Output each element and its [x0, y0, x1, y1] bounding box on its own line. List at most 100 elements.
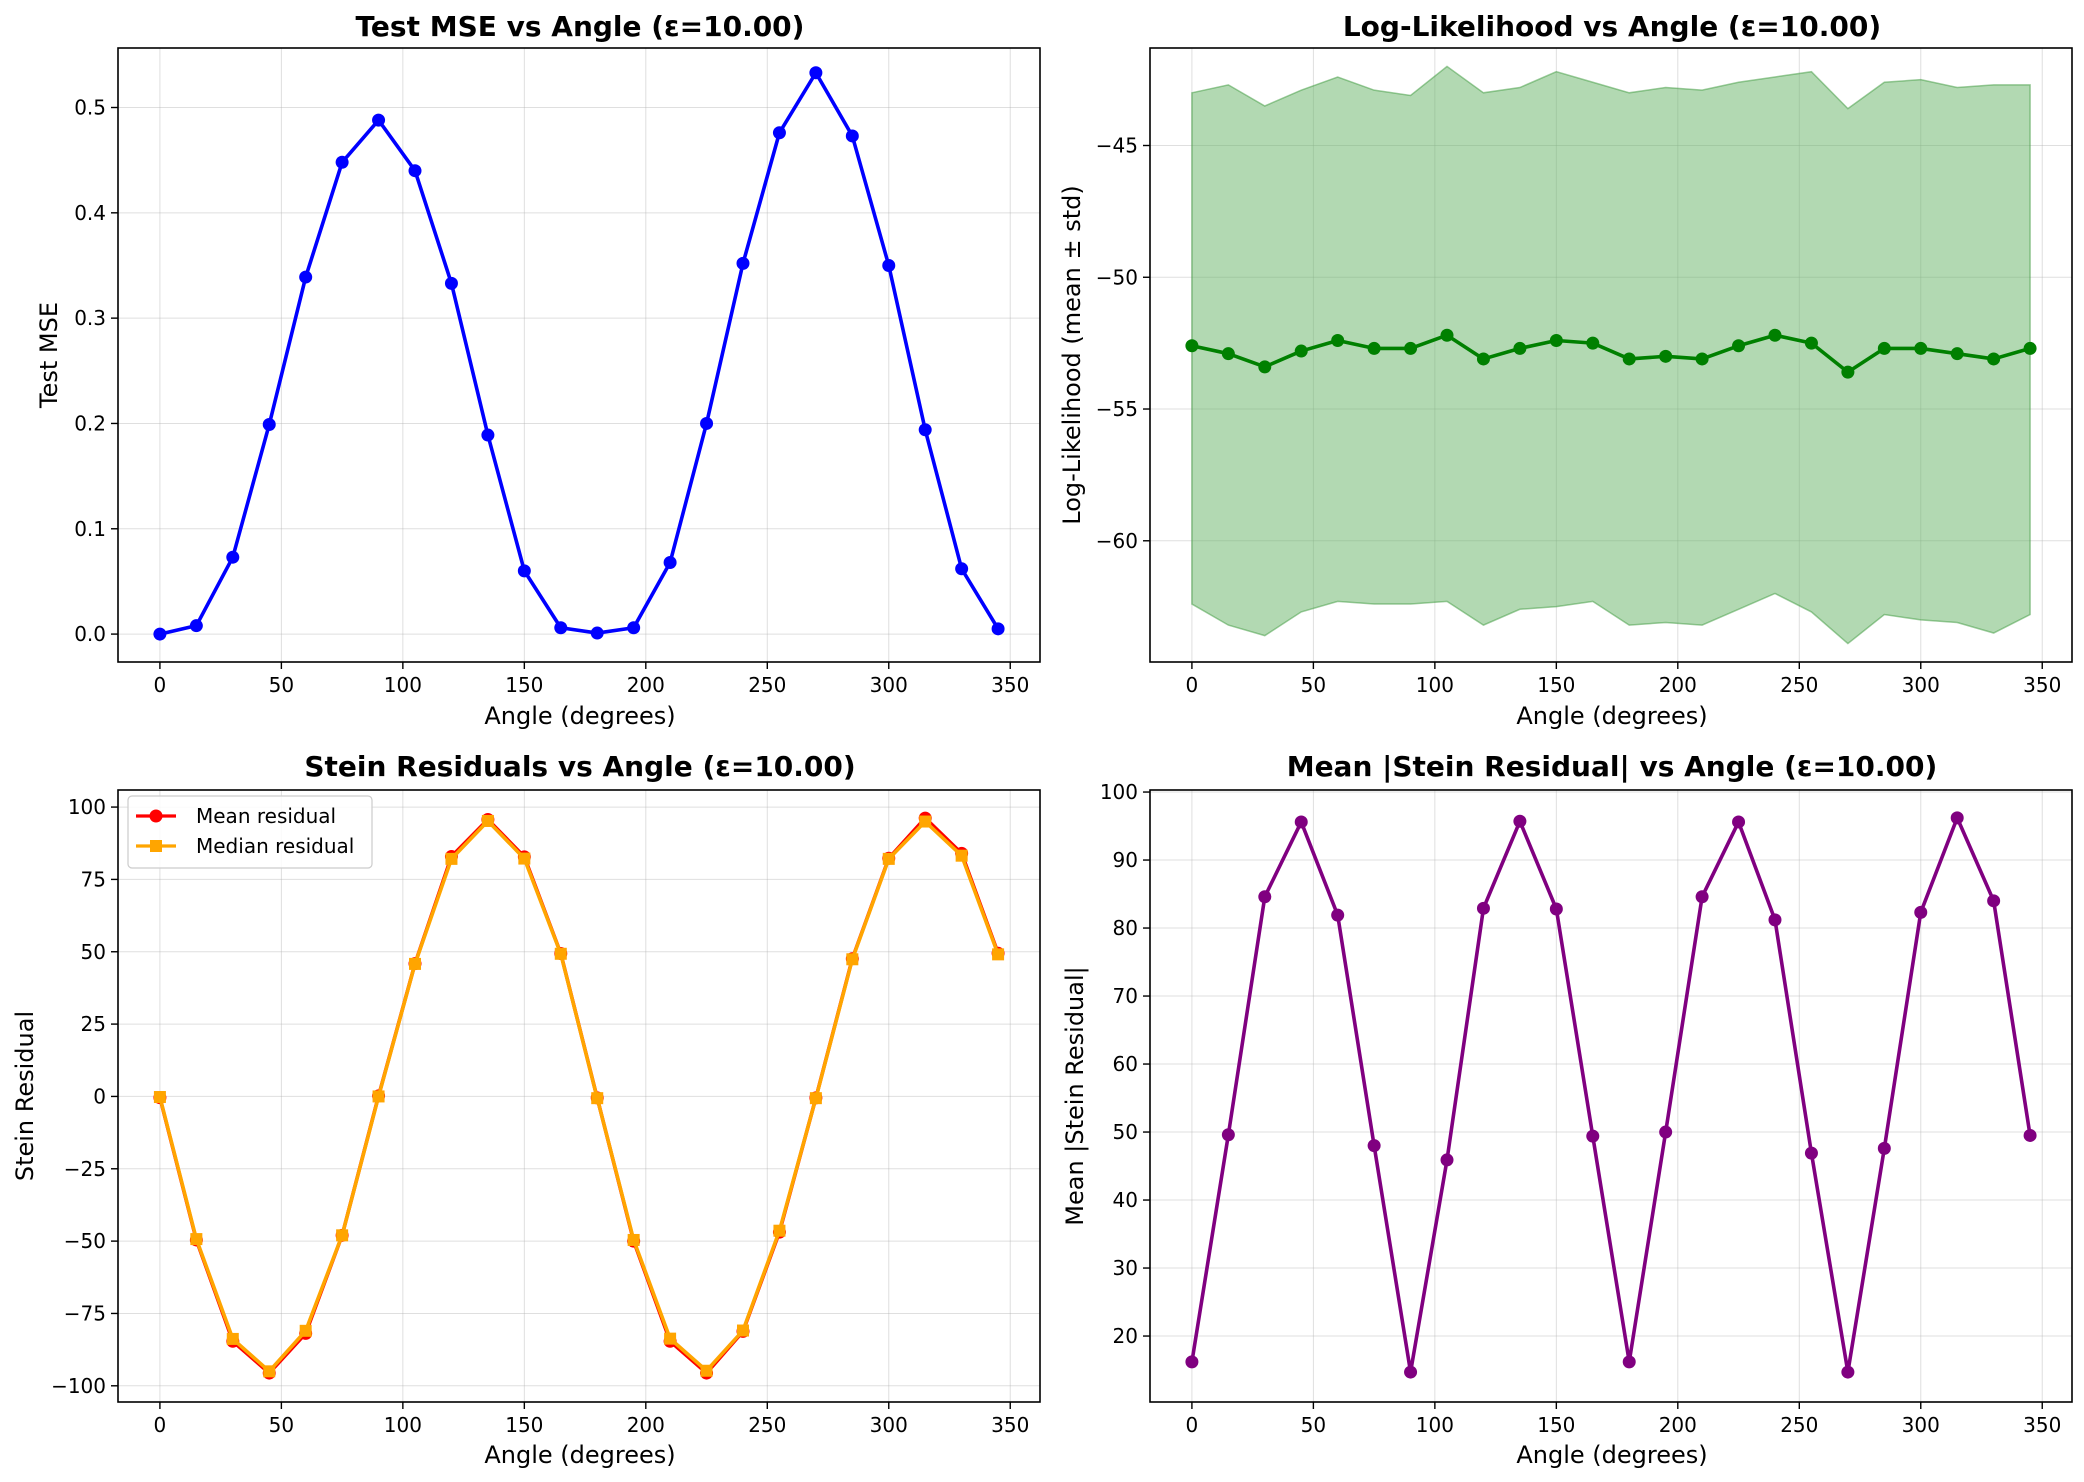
x-tick-label: 100	[384, 673, 422, 697]
data-point	[263, 1365, 276, 1378]
data-point	[1404, 1365, 1418, 1379]
data-point	[1367, 341, 1381, 355]
x-tick-label: 250	[1780, 673, 1818, 697]
data-point	[1549, 334, 1563, 348]
data-point	[190, 1233, 203, 1246]
data-point	[1768, 328, 1782, 342]
x-tick-label: 250	[1780, 1413, 1818, 1437]
data-point	[336, 1229, 349, 1242]
x-tick-label: 150	[505, 1413, 543, 1437]
data-point	[991, 622, 1005, 636]
plot-area: 0 50 100 150 200 250 300 350 20 30 40 50 60 70 80 90 100	[1100, 780, 2073, 1437]
x-tick-label: 0	[154, 1413, 167, 1437]
panel-test-mse: Test MSE vs Angle (ε=10.00) Angle (degre…	[35, 10, 1041, 730]
x-tick-label: 300	[870, 673, 908, 697]
data-point	[226, 550, 240, 564]
data-point	[1732, 339, 1746, 353]
x-tick-label: 250	[748, 673, 786, 697]
x-tick-label: 0	[154, 673, 167, 697]
y-tick-label: 60	[1113, 1052, 1138, 1076]
y-tick-label: 80	[1113, 916, 1138, 940]
data-point	[1914, 905, 1928, 919]
data-point	[627, 1233, 640, 1246]
std-band	[1191, 65, 2031, 645]
plot-area: 0 50 100 150 200 250 300 350 −60 −55 −50 −45	[1096, 47, 2073, 697]
panel-title: Test MSE vs Angle (ε=10.00)	[356, 10, 805, 43]
x-tick-label: 50	[1301, 1413, 1326, 1437]
data-point	[481, 814, 494, 827]
y-tick-label: 30	[1113, 1256, 1138, 1280]
data-point	[918, 423, 932, 437]
x-tick-label: 50	[269, 1413, 294, 1437]
data-point	[919, 815, 932, 828]
y-tick-label: 0.1	[74, 517, 106, 541]
data-point	[809, 1092, 822, 1105]
data-point	[1695, 890, 1709, 904]
data-point	[846, 953, 859, 966]
data-point	[664, 1332, 677, 1345]
data-point	[409, 957, 422, 970]
data-point	[1221, 347, 1235, 361]
x-tick-label: 100	[1416, 1413, 1454, 1437]
data-point	[1367, 1139, 1381, 1153]
data-point	[408, 164, 422, 178]
data-point	[955, 849, 968, 862]
data-point	[1695, 352, 1709, 366]
data-point	[845, 129, 859, 143]
series-line-0	[1190, 816, 2032, 1374]
x-tick-label: 150	[505, 673, 543, 697]
data-point	[1440, 1153, 1454, 1167]
plot-area: 0 50 100 150 200 250 300 350 −100 −75 −50 −25 0 25 50 7…	[51, 789, 1041, 1437]
x-tick-label: 350	[2023, 673, 2061, 697]
data-point	[189, 619, 203, 633]
y-tick-label: −100	[51, 1374, 106, 1398]
x-tick-label: 100	[384, 1413, 422, 1437]
data-point	[955, 562, 969, 576]
data-point	[2023, 341, 2037, 355]
x-tick-label: 50	[269, 673, 294, 697]
x-tick-label: 300	[1902, 673, 1940, 697]
data-point	[1185, 339, 1199, 353]
y-tick-label: 100	[1100, 780, 1138, 804]
y-tick-label: 50	[1113, 1120, 1138, 1144]
y-tick-label: −55	[1096, 397, 1138, 421]
data-point	[1513, 341, 1527, 355]
y-tick-label: −45	[1096, 134, 1138, 158]
data-point	[1987, 894, 2001, 908]
data-point	[591, 1092, 604, 1105]
axes-frame	[1149, 47, 2073, 663]
data-point	[1185, 1355, 1199, 1369]
data-point	[1586, 1129, 1600, 1143]
y-tick-label: 0.2	[74, 411, 106, 435]
data-point	[700, 1364, 713, 1377]
x-tick-label: 0	[1186, 1413, 1199, 1437]
x-tick-label: 250	[748, 1413, 786, 1437]
data-point	[299, 270, 313, 284]
y-tick-label: 70	[1113, 984, 1138, 1008]
data-point	[700, 416, 714, 430]
x-tick-label: 100	[1416, 673, 1454, 697]
data-point	[627, 621, 641, 635]
panel-title: Stein Residuals vs Angle (ε=10.00)	[304, 750, 855, 783]
data-point	[1914, 341, 1928, 355]
data-point	[1258, 360, 1272, 374]
x-axis-label: Angle (degrees)	[1516, 1441, 1707, 1469]
data-point	[1404, 341, 1418, 355]
y-tick-label: −50	[64, 1229, 106, 1253]
data-point	[299, 1324, 312, 1337]
x-axis-label: Angle (degrees)	[484, 1441, 675, 1469]
series-line-0	[159, 70, 1000, 636]
legend-marker-mean	[149, 809, 163, 823]
y-axis-label: Log-Likelihood (mean ± std)	[1058, 185, 1086, 524]
y-tick-label: 0	[93, 1084, 106, 1108]
data-point	[773, 1224, 786, 1237]
x-tick-label: 150	[1537, 1413, 1575, 1437]
data-point	[1659, 349, 1673, 363]
data-point	[1804, 336, 1818, 350]
data-point	[1841, 1365, 1855, 1379]
data-point	[153, 1091, 166, 1104]
legend: Mean residual Median residual	[127, 795, 373, 869]
data-point	[772, 126, 786, 140]
y-tick-label: 50	[81, 940, 106, 964]
